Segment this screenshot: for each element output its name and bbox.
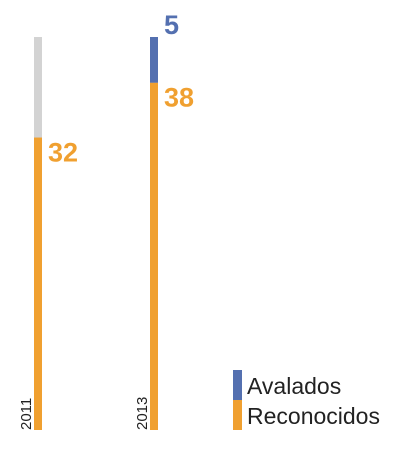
bars-group	[34, 37, 158, 430]
bar-reconocidos-2013	[150, 82, 158, 430]
value-label-reconocidos-2013: 38	[164, 83, 194, 113]
value-label-reconocidos-2011: 32	[48, 138, 78, 168]
legend-label-avalados: Avalados	[247, 373, 341, 399]
value-labels-group: 32 38 5	[48, 10, 194, 168]
legend-swatch-avalados	[233, 370, 242, 400]
bar-avalados-2013	[150, 37, 158, 83]
category-label-2013: 2013	[134, 397, 151, 430]
category-labels-group: 2011 2013	[18, 397, 151, 430]
value-label-avalados-2013: 5	[164, 10, 179, 40]
category-label-2011: 2011	[18, 398, 35, 430]
bar-reconocidos-2011	[34, 137, 42, 430]
legend-label-reconocidos: Reconocidos	[247, 403, 380, 429]
legend: Avalados Reconocidos	[233, 370, 380, 430]
legend-swatch-reconocidos	[233, 400, 242, 430]
